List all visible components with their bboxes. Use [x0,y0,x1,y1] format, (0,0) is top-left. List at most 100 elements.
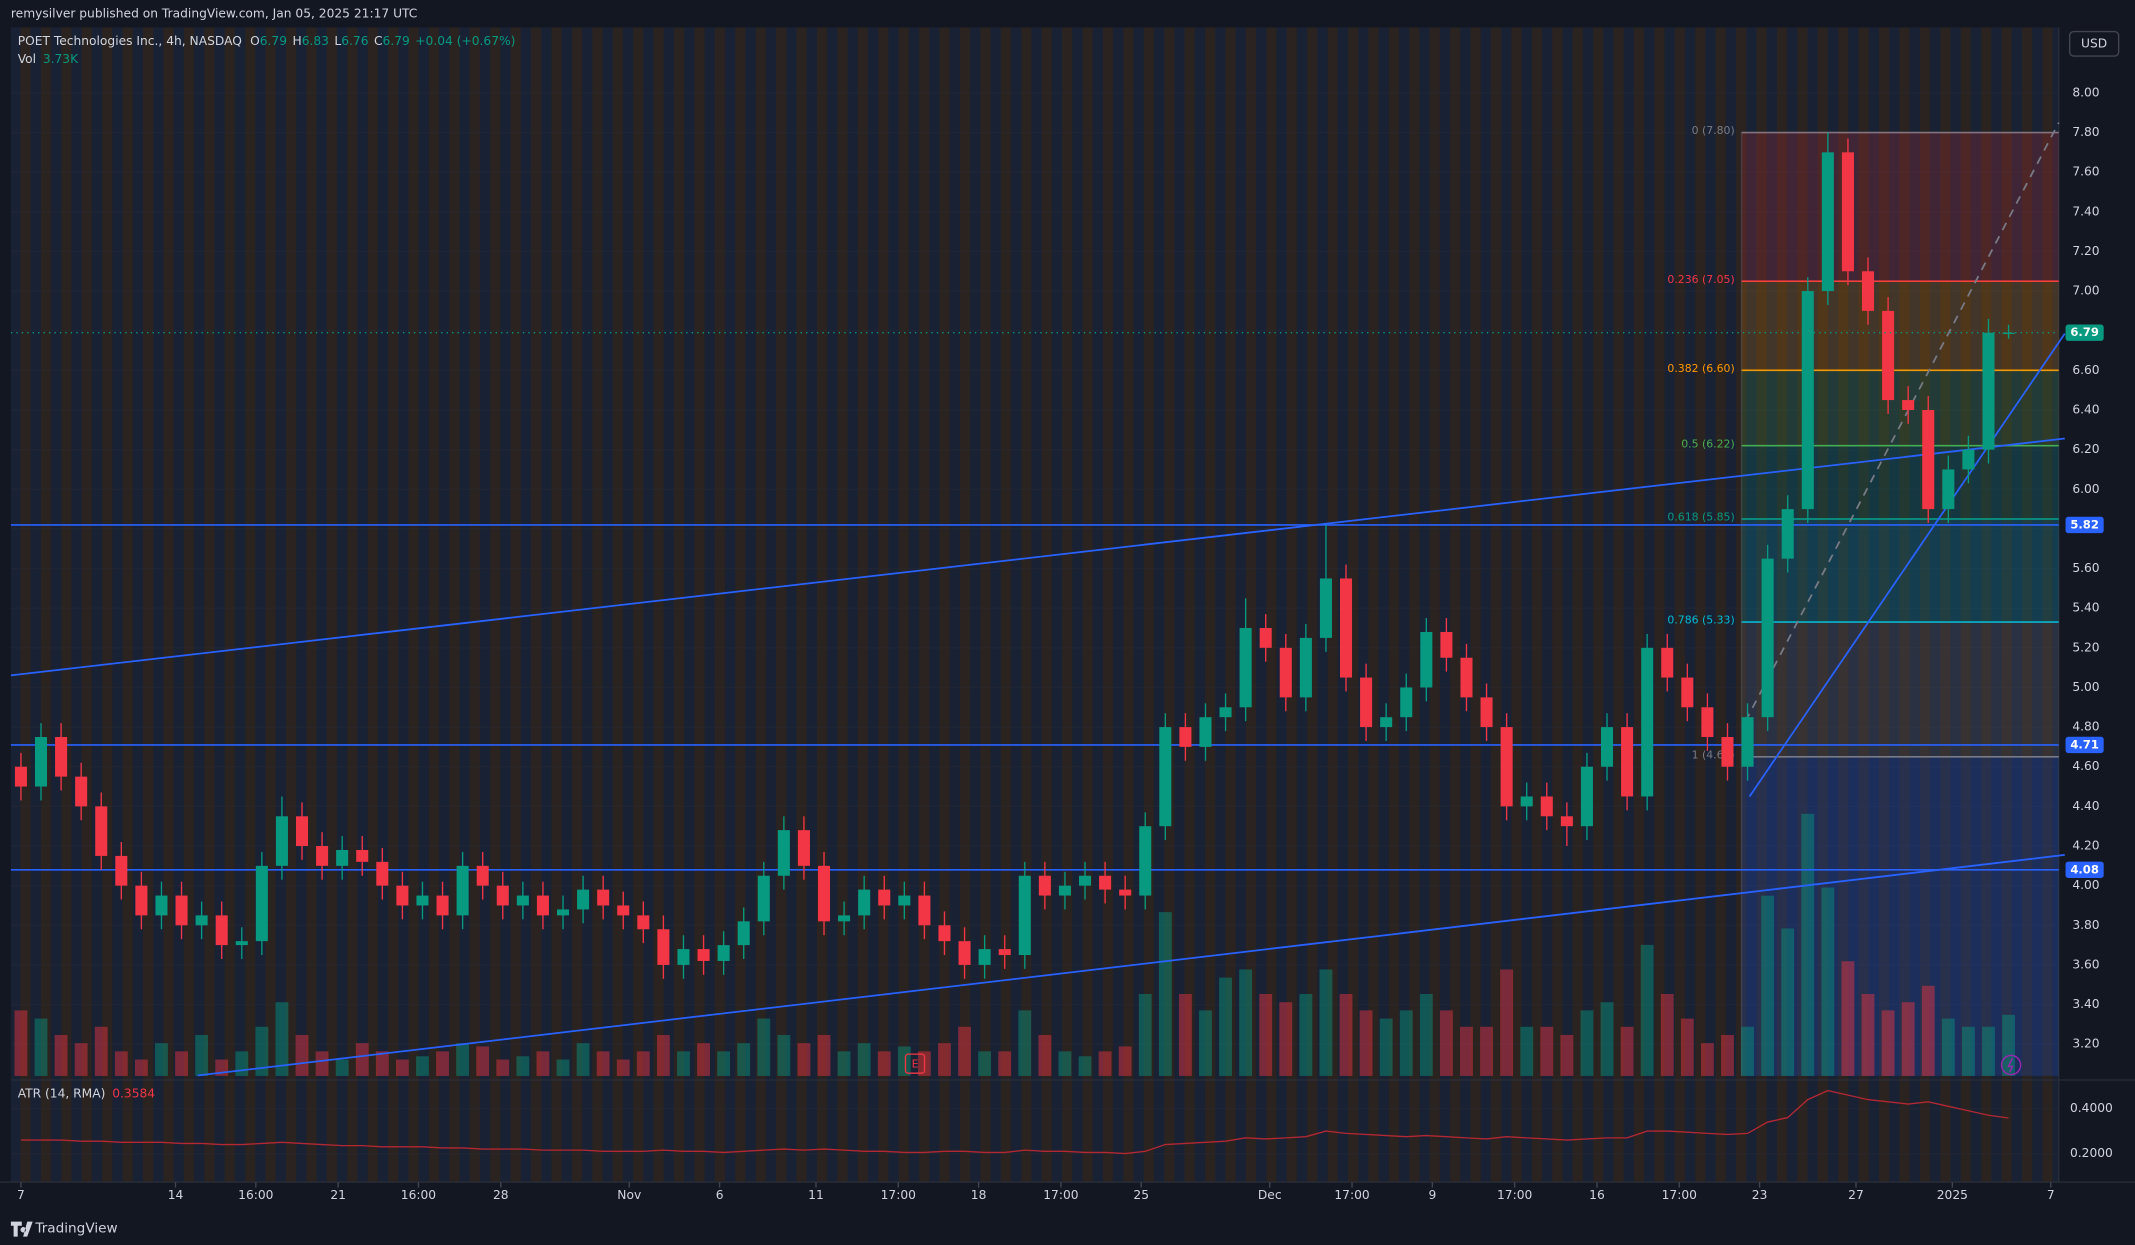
volume-bar [877,1051,891,1076]
candle-body [1038,875,1051,896]
candle-body [838,915,851,922]
candle-body [1239,628,1252,708]
y-tick-label: 5.20 [2072,640,2099,654]
candle-body [316,846,329,866]
y-tick-label: 3.80 [2072,918,2099,932]
volume-bar [1279,1002,1293,1076]
x-tick-label: 14 [168,1188,184,1202]
candle-body [737,921,750,946]
x-tick-label: 17:00 [1662,1188,1697,1202]
volume-bar [1500,969,1514,1076]
volume-bar [1078,1056,1092,1076]
volume-bar [476,1046,490,1076]
x-tick-label: 28 [493,1188,509,1202]
candle-body [858,889,871,916]
volume-bar [1259,994,1273,1076]
volume-bar [1841,961,1855,1076]
volume-bar [556,1059,570,1076]
earnings-icon[interactable] [904,1053,926,1074]
candle-body [1520,796,1533,807]
volume-bar [375,1051,389,1076]
grid: 3.20 3.40 3.60 3.80 4.00 4.20 4.40 4.60 4.80 5.00… [10,85,2113,1202]
volume-bar [1600,1002,1614,1076]
volume-bar [857,1043,871,1076]
candle-body [1259,628,1272,648]
fib-label: 0.5 (6.22) [1681,437,1734,450]
x-tick-label: 21 [330,1188,346,1202]
candle-body [1681,677,1694,708]
x-tick-label: Dec [1258,1188,1282,1202]
candle-body [175,895,188,926]
volume-bar [1419,994,1433,1076]
volume-bar [1881,1010,1895,1076]
level-tag [2065,736,2104,754]
candle-body [1219,707,1232,718]
candle-body [295,816,309,847]
currency[interactable]: USD [2081,36,2107,50]
candle-body [496,885,509,906]
volume-bar [1199,1010,1212,1076]
candle-body [376,861,389,886]
volume-bar [1821,887,1835,1076]
level-tag [2065,861,2104,878]
brand-logo [10,1221,33,1237]
candle-body [1861,271,1875,311]
volume-bar [1921,985,1935,1076]
x-tick-label: 18 [971,1188,987,1202]
candle-body [1821,152,1834,292]
currency-button[interactable] [2068,30,2120,57]
volume-bar [1299,994,1313,1076]
y-tick-label: 4.60 [2072,759,2099,773]
volume-bar [1982,1026,1995,1076]
volume-bar [677,1051,690,1076]
candle-body [436,895,449,916]
candle-body [275,816,288,866]
candle-body [1440,631,1453,658]
candle-body [356,849,369,862]
volume-bar [1961,1026,1975,1076]
volume-bar [1379,1018,1393,1076]
candle-body [1741,717,1754,767]
volume-bar [817,1034,831,1076]
volume-bar [416,1056,429,1076]
volume-bar [1439,1010,1453,1076]
candle-body [1922,409,1935,510]
x-tick-label: 17:00 [1334,1188,1369,1202]
candle-body [1600,727,1614,767]
volume-bar [1339,994,1353,1076]
level-tag-label: 4.08 [2070,862,2099,876]
candle-body [1962,449,1975,470]
x-tick-label: 6 [716,1188,724,1202]
brand: TradingView [34,1220,117,1236]
footer [0,1212,2135,1245]
candle-body [1942,469,1955,510]
candle-body [1580,766,1593,827]
x-tick-label: 2025 [1937,1188,1968,1202]
volume-bar [958,1026,971,1076]
y-tick-label: 4.00 [2072,878,2099,892]
candle-body [1560,816,1573,827]
candle-body [396,885,409,906]
candle-body [1319,578,1332,638]
dividend-icon[interactable] [2000,1054,2022,1076]
atr-tick-label: 0.2000 [2070,1146,2113,1160]
atr [20,1089,2009,1155]
volume-bar [436,1051,449,1076]
volume-bar [1359,1010,1373,1076]
candle-body [597,889,610,906]
volume-bar [1178,994,1192,1076]
x-tick-label: 16 [1589,1188,1605,1202]
candle-body [577,889,590,910]
candle-body [115,855,128,886]
trend-line [1748,333,2066,797]
candle-body [1339,578,1353,678]
volume-bar [1118,1046,1132,1076]
volume-bar [295,1034,309,1076]
candle-body [1400,687,1413,718]
y-tick-label: 6.60 [2072,363,2099,377]
candle-body [657,929,670,965]
candle-body [1500,727,1513,807]
l-letter: L [334,34,341,48]
volume-bar [656,1034,670,1076]
